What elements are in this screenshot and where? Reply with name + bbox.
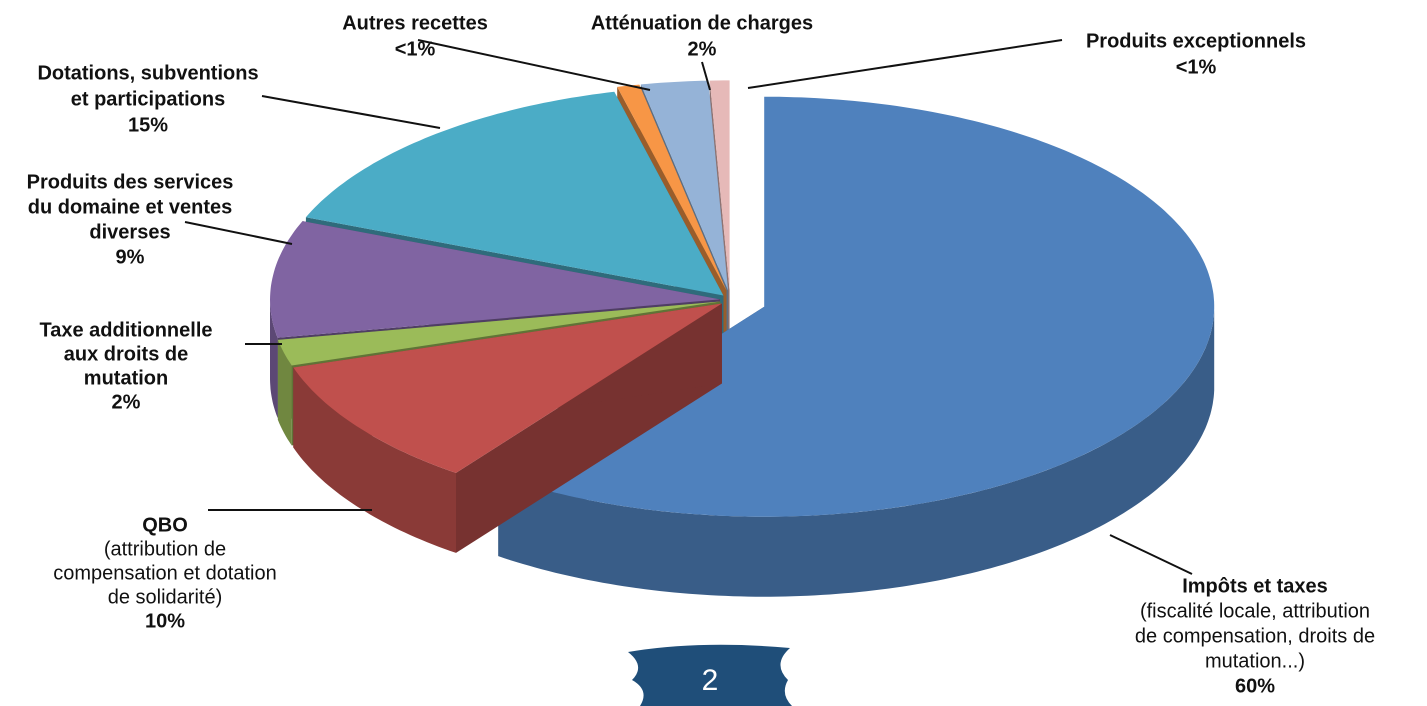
- slice-label: mutation: [84, 367, 168, 389]
- slice: [270, 221, 720, 338]
- slice-label: Produits des services: [27, 171, 234, 193]
- value-label: 15%: [128, 114, 168, 136]
- leader-line: [417, 39, 651, 91]
- value-label: 10%: [145, 610, 185, 632]
- slice-label: Produits exceptionnels: [1086, 30, 1306, 52]
- value-label: 2%: [112, 391, 141, 413]
- slice-detail: de solidarité): [108, 586, 223, 608]
- slice: [709, 80, 730, 291]
- page-badge: [628, 644, 792, 706]
- leader-line: [701, 61, 711, 91]
- slice-label: du domaine et ventes: [28, 196, 233, 218]
- slice-label: QBO: [142, 514, 188, 536]
- slice-label: diverses: [89, 221, 170, 243]
- slice-side: [498, 306, 1215, 597]
- slice: [617, 84, 727, 291]
- slice-detail: compensation et dotation: [53, 562, 277, 584]
- leader-line: [1109, 534, 1193, 575]
- slice-detail: de compensation, droits de: [1135, 625, 1375, 647]
- slice: [277, 301, 721, 366]
- slice-label: Dotations, subventions: [37, 62, 258, 84]
- slice-side: [270, 299, 278, 418]
- slice-label: aux droits de: [64, 343, 188, 365]
- value-label: 2%: [688, 38, 717, 60]
- slice-detail: (attribution de: [104, 538, 226, 560]
- slice-detail: (fiscalité locale, attribution: [1140, 600, 1370, 622]
- slice-label: Autres recettes: [342, 12, 488, 34]
- value-label: 9%: [116, 246, 145, 268]
- slice-side: [277, 339, 292, 446]
- slice: [640, 80, 729, 291]
- value-label: <1%: [1176, 56, 1217, 78]
- leader-line: [184, 221, 293, 245]
- slice-label: Impôts et taxes: [1182, 575, 1328, 597]
- leader-line: [261, 95, 441, 129]
- value-label: 60%: [1235, 675, 1275, 697]
- slice-detail: mutation...): [1205, 650, 1305, 672]
- slice-label: Atténuation de charges: [591, 12, 813, 34]
- slice: [305, 91, 724, 296]
- slice: [293, 303, 722, 473]
- slice-label: et participations: [71, 88, 225, 110]
- value-label: <1%: [395, 38, 436, 60]
- page-number: 2: [702, 664, 719, 697]
- slice-side: [293, 367, 456, 553]
- leader-line: [747, 39, 1063, 89]
- slice-label: Taxe additionnelle: [40, 319, 213, 341]
